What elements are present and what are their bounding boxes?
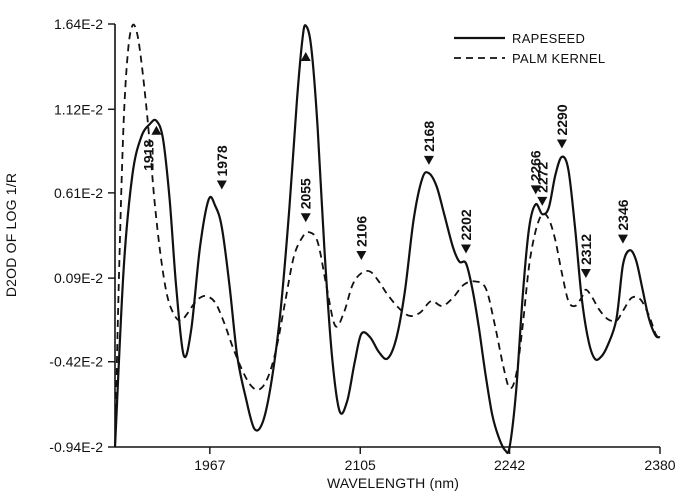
chart-axes <box>114 24 660 448</box>
annotation-arrow <box>537 196 548 206</box>
annotation-arrow <box>617 234 628 244</box>
x-tick-label: 1967 <box>194 457 225 473</box>
annotation-2346: 2346 <box>615 199 631 244</box>
legend-label-palm-kernel: PALM KERNEL <box>512 51 605 66</box>
annotation-1918: 1918 <box>140 125 162 171</box>
series-line-palm-kernel <box>114 23 661 448</box>
annotation-2312: 2312 <box>578 234 594 279</box>
annotation-arrow <box>300 51 311 61</box>
annotation-label: 2202 <box>458 209 474 240</box>
annotation-2202: 2202 <box>458 209 474 254</box>
annotation-2272: 2272 <box>534 162 550 206</box>
annotation-label: 2290 <box>554 104 570 135</box>
annotation-2055: 2055 <box>298 178 314 223</box>
annotation-2266: 2266 <box>528 150 544 195</box>
series-layer <box>113 23 661 455</box>
annotation-arrow <box>300 213 311 223</box>
y-tick-label: -0.94E-2 <box>49 439 103 455</box>
annotation-label: 2055 <box>298 178 314 209</box>
annotation-arrow <box>556 139 567 149</box>
x-tick-label: 2105 <box>345 457 376 473</box>
legend-label-rapeseed: RAPESEED <box>512 31 585 46</box>
annotation-2055 <box>300 51 311 61</box>
annotation-arrow <box>151 125 162 135</box>
y-tick-label: 0.09E-2 <box>54 270 103 286</box>
y-axis-title: D2OD OF LOG 1/R <box>3 173 19 297</box>
annotation-arrow <box>423 155 434 165</box>
series-line-rapeseed <box>113 24 661 455</box>
annotation-arrow <box>216 180 227 190</box>
annotation-label: 1978 <box>214 145 230 176</box>
annotation-arrow <box>460 244 471 254</box>
annotation-label: 2272 <box>534 162 550 193</box>
x-ticks: 1967 2105 2242 2380 <box>194 447 676 473</box>
x-tick-label: 2242 <box>494 457 525 473</box>
annotation-2106: 2106 <box>353 216 369 261</box>
annotation-2168: 2168 <box>421 121 437 165</box>
y-ticks: -0.94E-2 -0.42E-2 0.09E-2 0.61E-2 1.12E-2 1.6… <box>49 16 115 455</box>
legend: RAPESEED PALM KERNEL <box>454 31 605 66</box>
annotation-label: 2266 <box>528 150 544 181</box>
y-tick-label: -0.42E-2 <box>49 354 103 370</box>
annotation-arrow <box>530 185 541 195</box>
y-tick-label: 1.12E-2 <box>54 101 103 117</box>
annotation-label: 2346 <box>615 199 631 230</box>
x-axis-title: WAVELENGTH (nm) <box>327 475 459 491</box>
annotation-label: 2168 <box>421 121 437 152</box>
annotation-label: 1918 <box>140 140 156 171</box>
annotation-label: 2312 <box>578 234 594 265</box>
y-tick-label: 1.64E-2 <box>54 16 103 32</box>
annotation-arrow <box>580 269 591 279</box>
annotation-arrow <box>356 251 367 261</box>
y-tick-label: 0.61E-2 <box>54 185 103 201</box>
annotation-2290: 2290 <box>554 104 570 149</box>
x-tick-label: 2380 <box>644 457 675 473</box>
annotation-label: 2106 <box>353 216 369 247</box>
annotation-1978: 1978 <box>214 145 230 190</box>
